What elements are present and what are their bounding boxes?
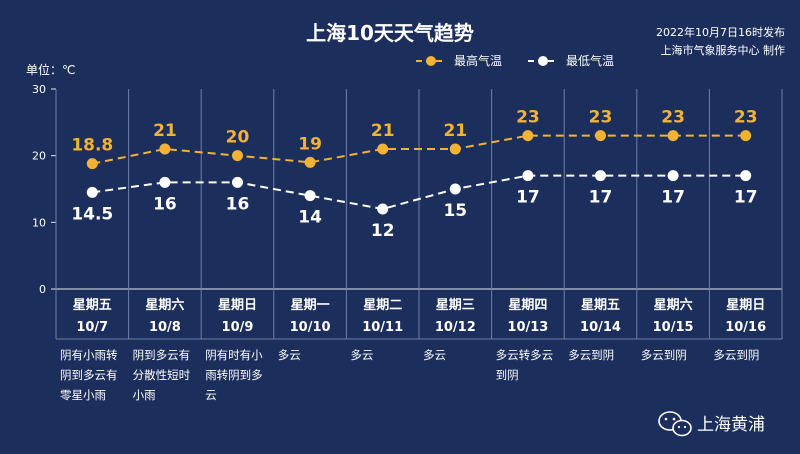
watermark-text: 上海黄浦 bbox=[697, 415, 765, 435]
low-temp-label: 14 bbox=[298, 208, 322, 228]
weather-description: 阴到多云有 bbox=[133, 348, 191, 362]
date-label: 10/12 bbox=[435, 320, 476, 335]
wechat-icon bbox=[658, 411, 692, 437]
low-temp-point bbox=[522, 170, 534, 182]
high-temp-label: 20 bbox=[226, 128, 250, 148]
low-temp-label: 17 bbox=[589, 188, 613, 208]
date-label: 10/9 bbox=[222, 320, 254, 335]
producer: 上海市气象服务中心 制作 bbox=[661, 43, 786, 57]
high-temp-point bbox=[86, 158, 98, 170]
high-temp-point bbox=[449, 143, 461, 155]
legend: 最高气温 最低气温 bbox=[416, 53, 614, 68]
weekday-label: 星期四 bbox=[508, 298, 547, 313]
weekday-label: 星期二 bbox=[363, 298, 402, 313]
legend-item-high: 最高气温 bbox=[416, 53, 502, 68]
date-label: 10/14 bbox=[580, 320, 621, 335]
issue-time: 2022年10月7日16时发布 bbox=[656, 25, 785, 39]
high-temp-line bbox=[92, 134, 746, 165]
weather-description: 多云到阴 bbox=[713, 348, 759, 362]
high-temp-point bbox=[232, 150, 243, 162]
weekday-label: 星期日 bbox=[218, 298, 257, 313]
high-temp-label: 21 bbox=[371, 121, 395, 141]
weather-description: 小雨 bbox=[133, 388, 156, 402]
weekday-label: 星期五 bbox=[581, 298, 620, 313]
low-temp-label: 12 bbox=[371, 221, 395, 241]
watermark: 上海黄浦 bbox=[658, 411, 765, 437]
low-temp-label: 16 bbox=[153, 194, 177, 214]
high-temp-label: 21 bbox=[153, 121, 177, 141]
weather-description: 多云 bbox=[278, 348, 301, 362]
y-tick-label: 0 bbox=[39, 283, 46, 296]
low-temp-point bbox=[232, 176, 243, 188]
high-temp-point bbox=[377, 143, 389, 155]
weather-description: 多云到阴 bbox=[568, 348, 614, 362]
date-label: 10/7 bbox=[76, 320, 108, 335]
low-temp-point bbox=[595, 170, 606, 182]
date-label: 10/8 bbox=[149, 320, 181, 335]
low-temp-label: 15 bbox=[443, 201, 467, 221]
weekday-label: 星期六 bbox=[145, 297, 184, 313]
low-temp-point bbox=[740, 170, 752, 182]
low-temp-point bbox=[86, 186, 98, 198]
weather-description: 多云 bbox=[423, 348, 446, 362]
y-tick-label: 20 bbox=[32, 150, 46, 163]
weather-description: 分散性短时 bbox=[133, 368, 191, 382]
legend-low-label: 最低气温 bbox=[566, 53, 614, 68]
weekday-label: 星期五 bbox=[73, 298, 112, 313]
low-temp-label: 17 bbox=[516, 188, 540, 208]
high-temp-point bbox=[740, 130, 752, 142]
date-label: 10/16 bbox=[725, 320, 766, 335]
legend-item-low: 最低气温 bbox=[528, 53, 614, 68]
low-temp-label: 14.5 bbox=[71, 204, 113, 224]
low-temp-point bbox=[667, 170, 679, 182]
weather-description: 到阴 bbox=[496, 368, 519, 382]
date-label: 10/11 bbox=[362, 320, 403, 335]
low-temp-label: 16 bbox=[226, 194, 250, 214]
low-temp-label: 17 bbox=[661, 188, 685, 208]
weather-description: 雨转阴到多 bbox=[205, 368, 263, 382]
weather-description: 云 bbox=[205, 388, 217, 402]
low-temp-point bbox=[449, 183, 461, 195]
high-temp-label: 23 bbox=[516, 108, 540, 128]
weather-description: 阴到多云有 bbox=[60, 368, 118, 382]
high-temp-label: 23 bbox=[589, 108, 613, 128]
high-temp-label: 19 bbox=[298, 134, 322, 154]
high-temp-point bbox=[595, 130, 606, 142]
legend-high-label: 最高气温 bbox=[454, 53, 502, 68]
low-temp-label: 17 bbox=[734, 188, 758, 208]
weekday-label: 星期日 bbox=[726, 298, 765, 313]
high-temp-point bbox=[522, 130, 534, 142]
weather-description: 多云 bbox=[350, 348, 373, 362]
weather-description: 阴有小雨转 bbox=[60, 348, 118, 362]
weekday-label: 星期六 bbox=[654, 297, 693, 313]
y-tick-label: 30 bbox=[32, 83, 46, 96]
legend-low-marker bbox=[538, 56, 548, 66]
weather-description: 阴有时有小 bbox=[205, 348, 263, 362]
low-temp-point bbox=[377, 203, 389, 215]
weather-description: 多云转多云 bbox=[496, 348, 553, 362]
weather-description: 多云到阴 bbox=[641, 348, 687, 362]
y-axis-unit: 单位：℃ bbox=[26, 62, 75, 77]
date-label: 10/13 bbox=[507, 320, 548, 335]
plot-area: 0102030星期五10/7阴有小雨转阴到多云有零星小雨星期六10/8阴到多云有… bbox=[32, 83, 783, 402]
y-tick-label: 10 bbox=[32, 216, 46, 229]
legend-high-marker bbox=[426, 56, 436, 66]
high-temp-label: 23 bbox=[661, 108, 685, 128]
high-temp-label: 18.8 bbox=[71, 136, 113, 156]
low-temp-line bbox=[92, 174, 746, 211]
low-temp-point bbox=[159, 176, 171, 188]
weekday-label: 星期一 bbox=[291, 298, 330, 313]
weather-description: 零星小雨 bbox=[60, 388, 106, 402]
high-temp-point bbox=[159, 143, 171, 155]
weekday-label: 星期三 bbox=[436, 298, 475, 313]
high-temp-label: 21 bbox=[443, 121, 467, 141]
low-temp-point bbox=[304, 190, 316, 202]
chart-title: 上海10天天气趋势 bbox=[306, 21, 474, 45]
date-label: 10/15 bbox=[653, 320, 694, 335]
high-temp-label: 23 bbox=[734, 108, 758, 128]
high-temp-point bbox=[667, 130, 679, 142]
high-temp-point bbox=[304, 156, 316, 168]
date-label: 10/10 bbox=[290, 320, 331, 335]
